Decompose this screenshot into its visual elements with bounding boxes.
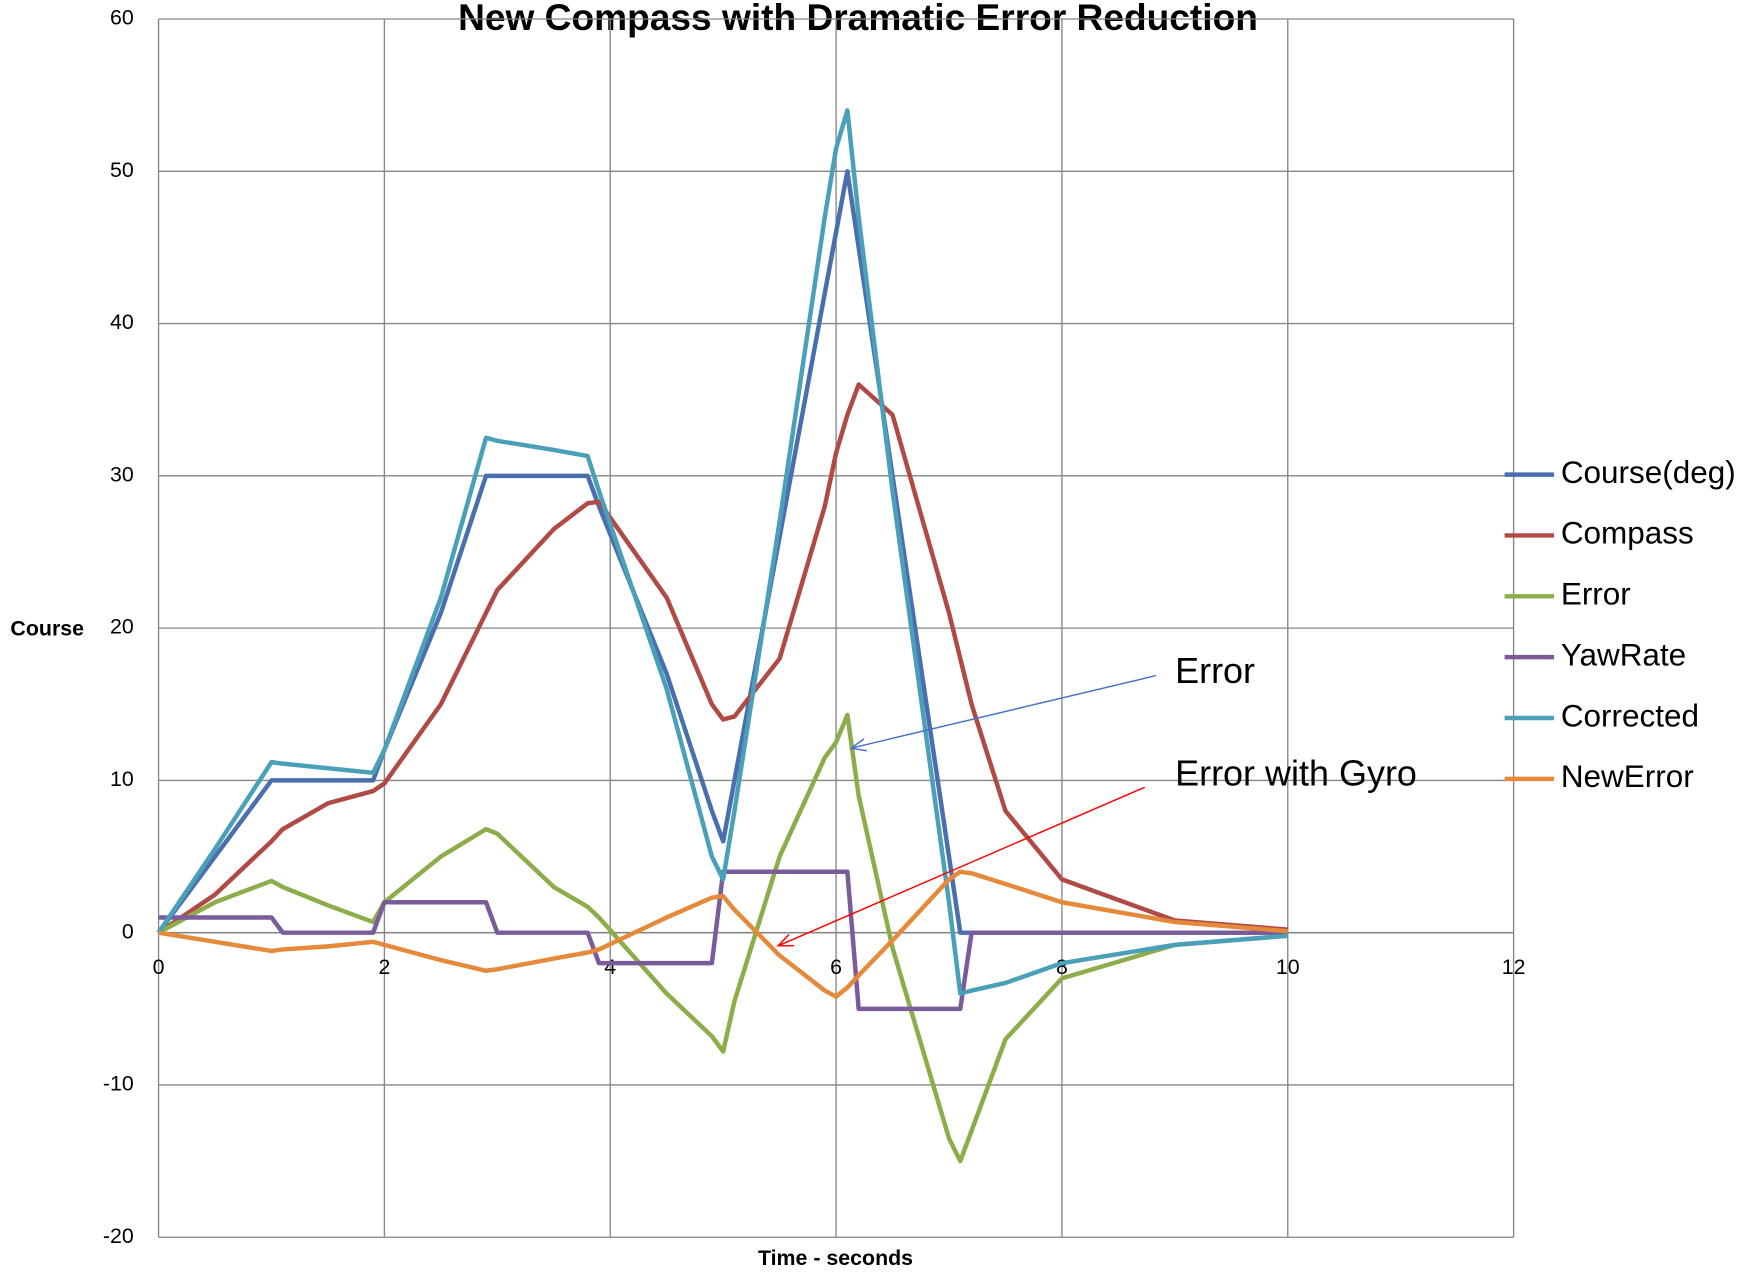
x-tick-label: 6 bbox=[830, 955, 842, 979]
annotation-arrow bbox=[851, 674, 1157, 749]
legend-label: Course(deg) bbox=[1561, 455, 1736, 490]
series-line bbox=[156, 169, 1288, 935]
x-tick-label: 4 bbox=[604, 955, 616, 979]
series-line bbox=[156, 108, 1288, 996]
series-line bbox=[158, 869, 1288, 1012]
y-axis-label: Course bbox=[10, 616, 84, 640]
legend-label: Compass bbox=[1561, 516, 1694, 551]
legend-label: Error bbox=[1561, 577, 1631, 612]
y-tick-label: 30 bbox=[110, 463, 134, 487]
legend-label: YawRate bbox=[1561, 638, 1686, 673]
legend-label: NewError bbox=[1561, 759, 1694, 794]
arrow-head bbox=[776, 933, 794, 947]
y-tick-label: 50 bbox=[110, 158, 134, 182]
x-tick-label: 8 bbox=[1056, 955, 1068, 979]
y-tick-label: 40 bbox=[110, 310, 134, 334]
y-tick-label: 10 bbox=[110, 767, 134, 791]
x-tick-label: 12 bbox=[1502, 955, 1526, 979]
y-tick-label: -20 bbox=[103, 1224, 134, 1248]
series-line bbox=[158, 869, 1288, 999]
annotation-arrow bbox=[777, 786, 1146, 947]
x-tick-label: 2 bbox=[378, 955, 390, 979]
legend-label: Corrected bbox=[1561, 698, 1699, 733]
x-axis-label: Time - seconds bbox=[758, 1246, 913, 1270]
y-tick-label: -10 bbox=[103, 1072, 134, 1096]
annotation: Error bbox=[1175, 651, 1255, 691]
y-tick-label: 60 bbox=[110, 6, 134, 30]
series-line bbox=[157, 382, 1288, 935]
series-line bbox=[157, 712, 1288, 1164]
annotation: Error with Gyro bbox=[1175, 754, 1417, 794]
y-tick-label: 20 bbox=[110, 615, 134, 639]
y-tick-label: 0 bbox=[122, 919, 134, 943]
arrow-head bbox=[849, 738, 867, 752]
x-tick-label: 10 bbox=[1276, 955, 1300, 979]
x-tick-label: 0 bbox=[153, 955, 165, 979]
